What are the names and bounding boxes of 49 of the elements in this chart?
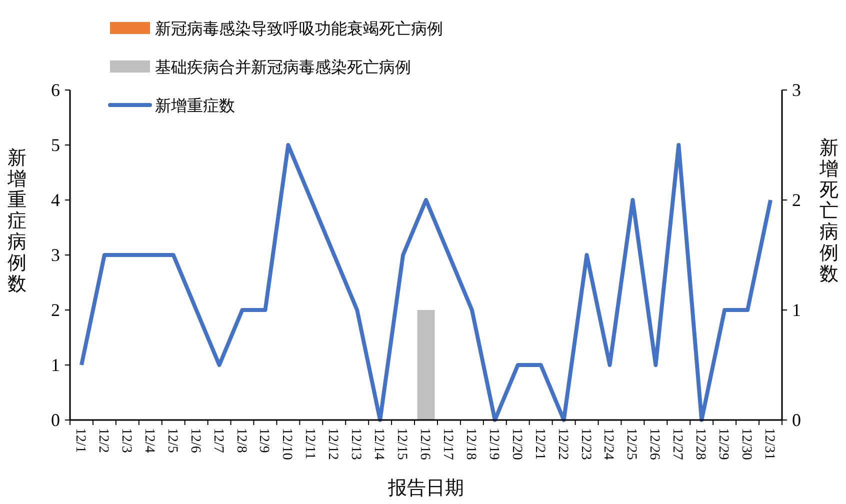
x-tick-label: 12/26 [646,428,662,460]
x-tick-label: 12/29 [716,428,731,460]
x-tick-label: 12/12 [325,428,340,460]
y2-tick-label: 1 [792,300,801,320]
y-tick-label: 3 [51,245,60,265]
x-tick-label: 12/20 [508,428,524,460]
y2-tick-label: 3 [792,80,801,100]
x-tick-label: 12/30 [738,428,754,460]
x-tick-label: 12/11 [302,428,318,460]
x-tick-label: 12/15 [394,428,410,460]
y-tick-label: 0 [51,410,60,430]
y-tick-label: 1 [51,355,60,375]
x-tick-label: 12/3 [118,428,134,453]
legend-label: 新冠病毒感染导致呼吸功能衰竭死亡病例 [155,19,443,38]
x-tick-label: 12/21 [532,428,547,460]
y2-tick-label: 0 [792,410,801,430]
x-tick-label: 12/8 [233,428,248,453]
y-axis-title: 新增重症病例数 [6,147,26,295]
x-axis-title: 报告日期 [387,478,464,499]
x-tick-label: 12/18 [462,428,478,460]
x-tick-label: 12/6 [187,428,202,453]
line-series [79,143,773,422]
x-tick-label: 12/13 [348,428,364,460]
x-tick-label: 12/24 [600,428,616,460]
x-tick-label: 12/31 [762,428,777,460]
x-tick-label: 12/2 [95,428,110,453]
x-tick-label: 12/10 [279,428,294,460]
y2-axis-title: 新增死亡病例数 [818,137,838,285]
y-tick-label: 2 [51,300,60,320]
x-tick-label: 12/27 [670,428,685,460]
x-tick-label: 12/25 [624,428,639,460]
x-tick-label: 12/14 [371,428,386,460]
y2-tick-label: 2 [792,190,801,210]
x-tick-label: 12/17 [440,428,455,460]
legend-label: 新增重症数 [155,96,235,115]
x-tick-label: 12/4 [141,428,156,453]
x-tick-label: 12/23 [578,428,593,460]
legend-label: 基础疾病合并新冠病毒感染死亡病例 [155,58,411,76]
y-tick-label: 4 [51,190,60,210]
x-tick-label: 12/5 [164,428,180,453]
x-tick-label: 12/28 [692,428,708,460]
x-tick-label: 12/1 [72,428,88,453]
y-tick-label: 5 [51,135,60,155]
x-tick-label: 12/16 [417,428,432,460]
x-tick-label: 12/9 [256,428,272,453]
x-tick-label: 12/22 [554,428,570,460]
y-tick-label: 6 [51,80,60,100]
x-tick-label: 12/7 [210,428,226,453]
x-tick-label: 12/19 [486,428,501,460]
